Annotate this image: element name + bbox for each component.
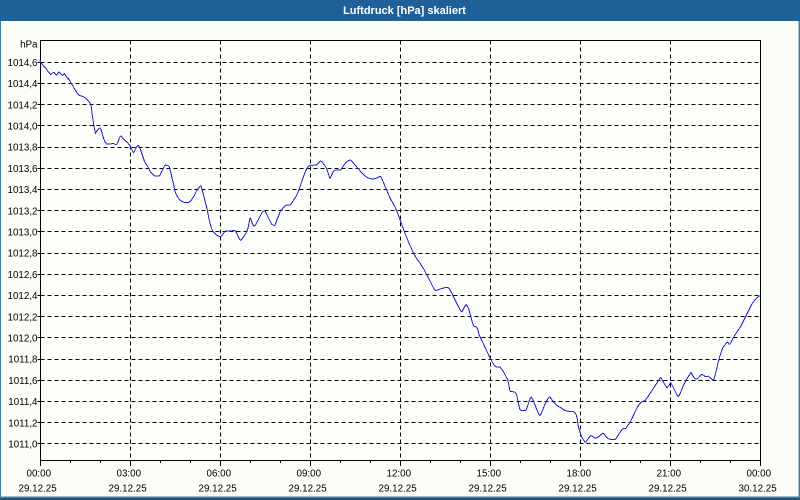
svg-text:1013,0: 1013,0 [8,228,39,239]
svg-text:03:00: 03:00 [117,469,142,480]
svg-text:1011,4: 1011,4 [8,397,38,408]
svg-text:1012,0: 1012,0 [8,334,39,345]
svg-text:hPa: hPa [20,40,38,51]
svg-text:29.12.25: 29.12.25 [469,484,508,495]
svg-text:1012,8: 1012,8 [8,249,39,260]
svg-text:1014,2: 1014,2 [8,100,38,111]
svg-text:1012,4: 1012,4 [8,291,39,302]
svg-text:00:00: 00:00 [27,469,52,480]
svg-text:29.12.25: 29.12.25 [109,484,148,495]
svg-text:29.12.25: 29.12.25 [559,484,598,495]
svg-text:1011,2: 1011,2 [8,418,37,429]
svg-text:1011,6: 1011,6 [8,376,38,387]
svg-text:29.12.25: 29.12.25 [289,484,328,495]
svg-text:30.12.25: 30.12.25 [739,484,778,495]
svg-text:1013,6: 1013,6 [8,164,39,175]
svg-text:1013,4: 1013,4 [8,185,39,196]
svg-text:00:00: 00:00 [747,469,772,480]
svg-text:12:00: 12:00 [387,469,412,480]
svg-text:1011,0: 1011,0 [8,440,38,451]
svg-text:29.12.25: 29.12.25 [199,484,238,495]
svg-text:1012,2: 1012,2 [8,312,38,323]
svg-text:29.12.25: 29.12.25 [379,484,418,495]
svg-text:1014,0: 1014,0 [8,122,39,133]
svg-text:1014,6: 1014,6 [8,58,39,69]
svg-text:29.12.25: 29.12.25 [649,484,688,495]
svg-text:21:00: 21:00 [657,469,682,480]
svg-text:1013,2: 1013,2 [8,206,38,217]
svg-text:18:00: 18:00 [567,469,592,480]
svg-text:09:00: 09:00 [297,469,322,480]
svg-text:1014,4: 1014,4 [8,79,39,90]
svg-text:1013,8: 1013,8 [8,143,39,154]
svg-text:Luftdruck [hPa] skaliert: Luftdruck [hPa] skaliert [343,5,466,17]
svg-text:1012,6: 1012,6 [8,270,39,281]
svg-text:29.12.25: 29.12.25 [19,484,58,495]
svg-text:15:00: 15:00 [477,469,502,480]
svg-text:1011,8: 1011,8 [8,355,38,366]
svg-text:06:00: 06:00 [207,469,232,480]
